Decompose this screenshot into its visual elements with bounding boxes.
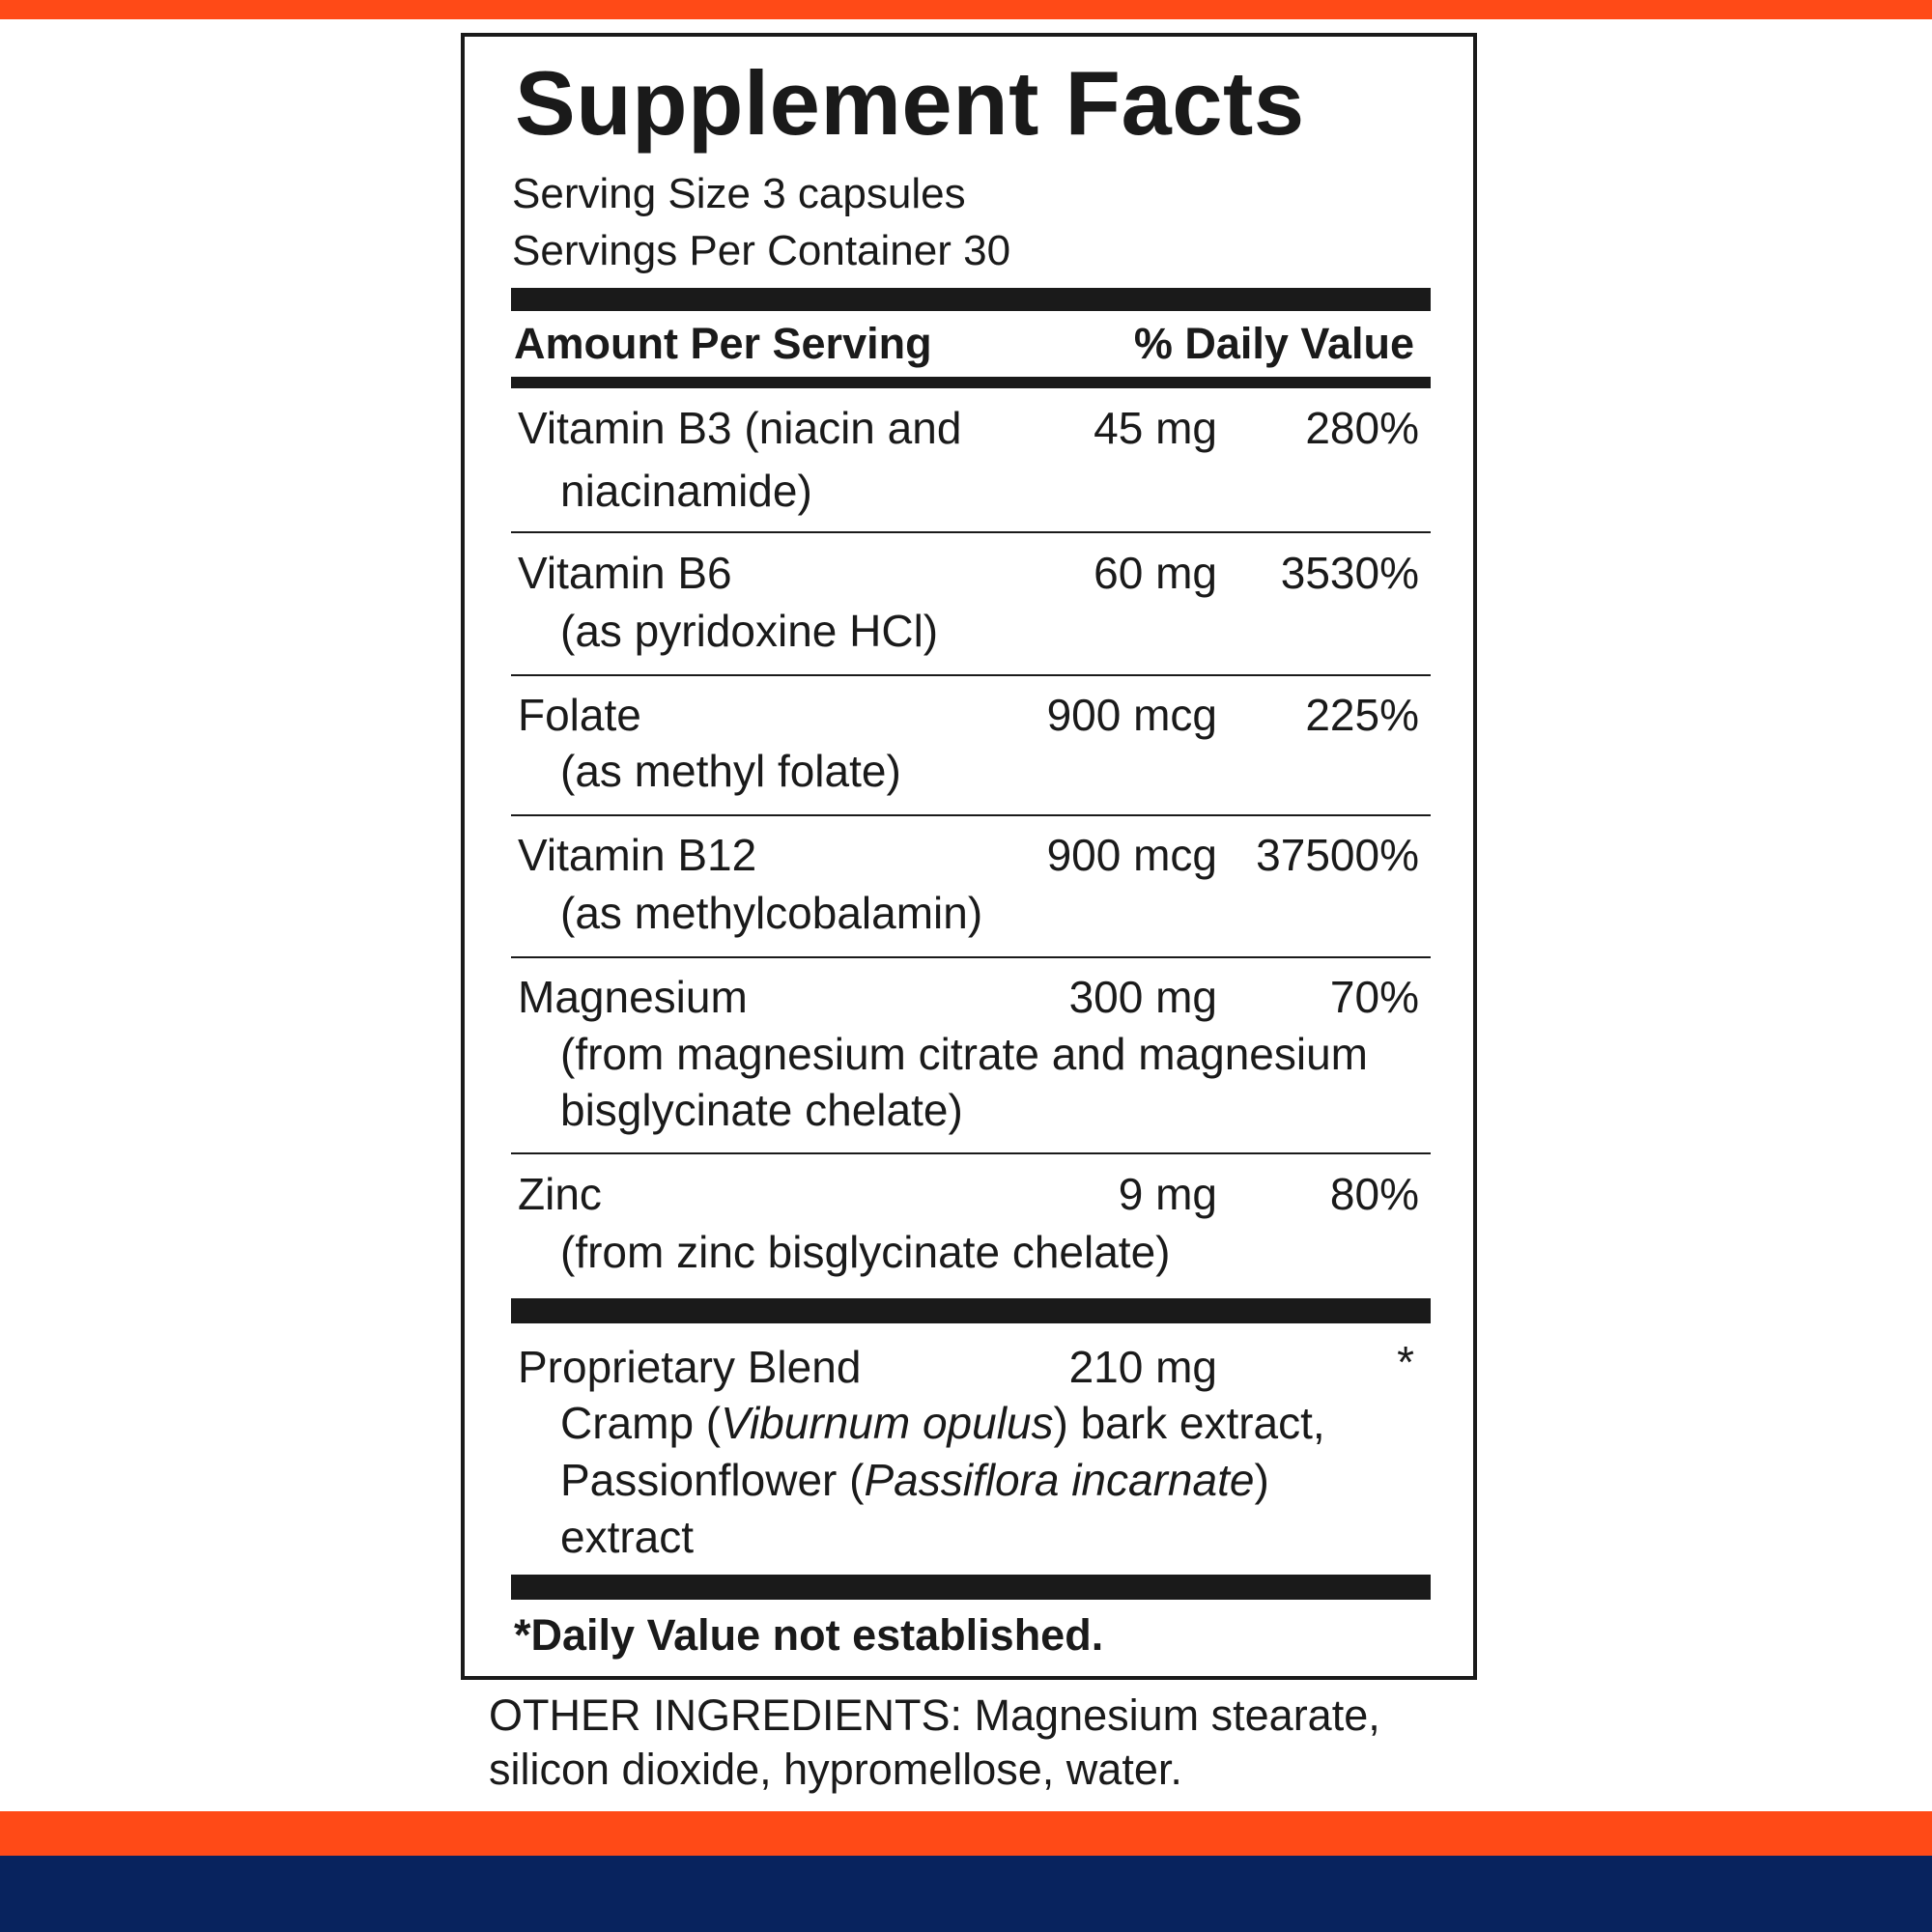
- serving-size: Serving Size 3 capsules: [512, 170, 966, 217]
- nutrient-name: Vitamin B6: [518, 548, 732, 598]
- nutrient-source: (from magnesium citrate and magnesium: [560, 1029, 1368, 1079]
- nutrient-source: (as methyl folate): [560, 746, 901, 796]
- nutrient-name: Magnesium: [518, 972, 748, 1022]
- nutrient-amount: 300 mg: [1068, 972, 1217, 1022]
- blend-text: Cramp (: [560, 1398, 722, 1448]
- nutrient-daily-value: 37500%: [1256, 830, 1419, 880]
- nutrient-amount: 9 mg: [1118, 1169, 1217, 1219]
- other-ingredients-line: OTHER INGREDIENTS: Magnesium stearate,: [489, 1690, 1380, 1740]
- nutrient-daily-value: 225%: [1305, 690, 1419, 740]
- row-divider: [511, 531, 1431, 533]
- nutrient-amount: 60 mg: [1094, 548, 1217, 598]
- nutrient-source: (as pyridoxine HCl): [560, 606, 939, 656]
- bottom-navy-band: [0, 1856, 1932, 1932]
- blend-amount: 210 mg: [1068, 1342, 1217, 1392]
- nutrient-amount: 900 mcg: [1046, 830, 1217, 880]
- nutrient-source: niacinamide): [560, 466, 812, 516]
- nutrient-daily-value: 280%: [1305, 403, 1419, 453]
- amount-per-serving-header: Amount Per Serving: [514, 319, 932, 368]
- other-ingredients-line: silicon dioxide, hypromellose, water.: [489, 1745, 1182, 1794]
- blend-text: Passionflower (: [560, 1455, 865, 1505]
- thick-divider: [511, 288, 1431, 311]
- botanical-name: Passiflora incarnate: [864, 1455, 1255, 1505]
- panel-title: Supplement Facts: [515, 52, 1305, 154]
- nutrient-daily-value: 3530%: [1280, 548, 1419, 598]
- blend-text: ): [1254, 1455, 1269, 1505]
- nutrient-source: bisglycinate chelate): [560, 1085, 963, 1135]
- footnote: *Daily Value not established.: [514, 1610, 1104, 1660]
- botanical-name: Viburnum opulus: [721, 1398, 1054, 1448]
- nutrient-name: Zinc: [518, 1169, 602, 1219]
- medium-divider: [511, 377, 1431, 388]
- nutrient-daily-value: 70%: [1329, 972, 1419, 1022]
- blend-text: ) bark extract,: [1053, 1398, 1325, 1448]
- nutrient-name: Vitamin B3 (niacin and: [518, 403, 962, 453]
- nutrient-daily-value: 80%: [1329, 1169, 1419, 1219]
- top-accent-bar: [0, 0, 1932, 19]
- thick-divider: [511, 1575, 1431, 1600]
- blend-ingredient-2-cont: extract: [560, 1512, 695, 1562]
- row-divider: [511, 814, 1431, 816]
- nutrient-name: Vitamin B12: [518, 830, 757, 880]
- row-divider: [511, 674, 1431, 676]
- nutrient-source: (from zinc bisglycinate chelate): [560, 1227, 1171, 1277]
- bottom-accent-bar: [0, 1811, 1932, 1856]
- blend-ingredient-1: Cramp (Viburnum opulus) bark extract,: [560, 1394, 1325, 1452]
- blend-daily-value: *: [1397, 1337, 1414, 1387]
- nutrient-name: Folate: [518, 690, 641, 740]
- nutrient-amount: 45 mg: [1094, 403, 1217, 453]
- row-divider: [511, 956, 1431, 958]
- nutrient-amount: 900 mcg: [1046, 690, 1217, 740]
- servings-per-container: Servings Per Container 30: [512, 227, 1011, 274]
- row-divider: [511, 1152, 1431, 1154]
- thick-divider: [511, 1298, 1431, 1323]
- daily-value-header: % Daily Value: [1133, 319, 1414, 368]
- blend-name: Proprietary Blend: [518, 1342, 862, 1392]
- nutrient-source: (as methylcobalamin): [560, 888, 983, 938]
- blend-ingredient-2: Passionflower (Passiflora incarnate): [560, 1451, 1269, 1509]
- supplement-facts-panel: [461, 33, 1477, 1680]
